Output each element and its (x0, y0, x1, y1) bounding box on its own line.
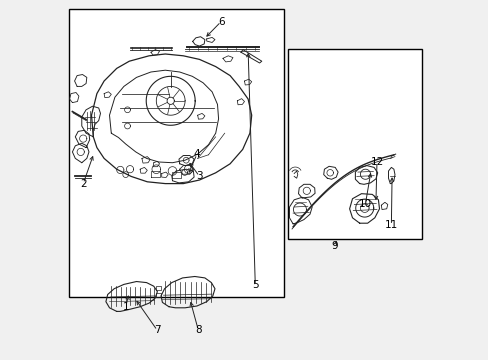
Text: 8: 8 (195, 325, 202, 336)
Text: 3: 3 (196, 171, 203, 181)
Text: 4: 4 (193, 149, 200, 159)
Text: 10: 10 (358, 199, 371, 209)
Bar (69, 9, 284, 297)
Text: 7: 7 (154, 325, 161, 336)
Text: 6: 6 (217, 17, 224, 27)
Text: 11: 11 (384, 220, 397, 230)
Bar (288, 49, 421, 239)
Text: 9: 9 (330, 241, 337, 251)
Text: 5: 5 (251, 280, 258, 291)
Text: 1: 1 (122, 302, 129, 312)
Text: 12: 12 (369, 157, 383, 167)
Text: 2: 2 (80, 179, 86, 189)
